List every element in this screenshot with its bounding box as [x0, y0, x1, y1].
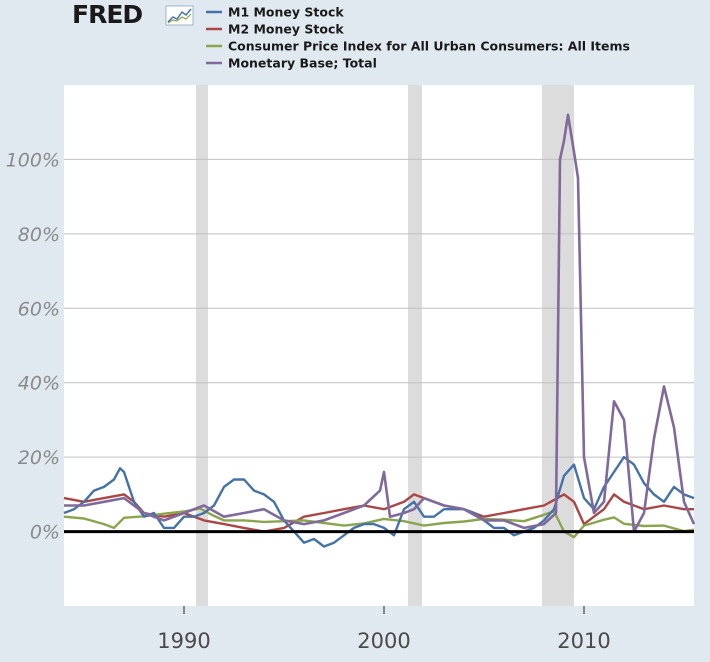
recession-band-1 [408, 85, 422, 606]
x-axis-ticks: 1990 2000 2010 [157, 606, 611, 653]
y-tick-label: 0% [30, 522, 60, 544]
y-tick-label: 40% [18, 373, 60, 395]
legend-label-base: Monetary Base; Total [228, 56, 377, 71]
x-tick-label: 2000 [357, 629, 410, 653]
x-tick-label: 2010 [557, 629, 610, 653]
x-axis-band [64, 606, 694, 662]
chart-legend: M1 Money Stock M2 Money Stock Consumer Pri… [206, 5, 630, 71]
y-tick-label: 20% [18, 447, 60, 469]
y-tick-label: 80% [18, 224, 60, 246]
legend-label-m2: M2 Money Stock [228, 22, 344, 37]
series-line-base [64, 113, 696, 533]
plot-area [64, 85, 694, 606]
series-lines [63, 113, 696, 548]
fred-logo-text: FRED [72, 0, 142, 29]
fred-logo-chart-icon [165, 5, 194, 26]
y-axis-ticks: 0% 20% 40% 60% 80% 100% [6, 149, 60, 543]
y-tick-label: 60% [18, 298, 60, 320]
series-line-cpi [63, 507, 695, 539]
legend-label-m1: M1 Money Stock [228, 5, 344, 20]
gridlines [64, 158, 694, 458]
y-tick-label: 100% [6, 149, 60, 171]
series-line-m1 [63, 455, 695, 548]
recession-band-0 [196, 85, 208, 606]
fred-logo[interactable]: FRED [72, 0, 194, 29]
x-tick-label: 1990 [157, 629, 210, 653]
legend-label-cpi: Consumer Price Index for All Urban Consu… [228, 39, 630, 54]
series-line-m2 [63, 493, 694, 533]
